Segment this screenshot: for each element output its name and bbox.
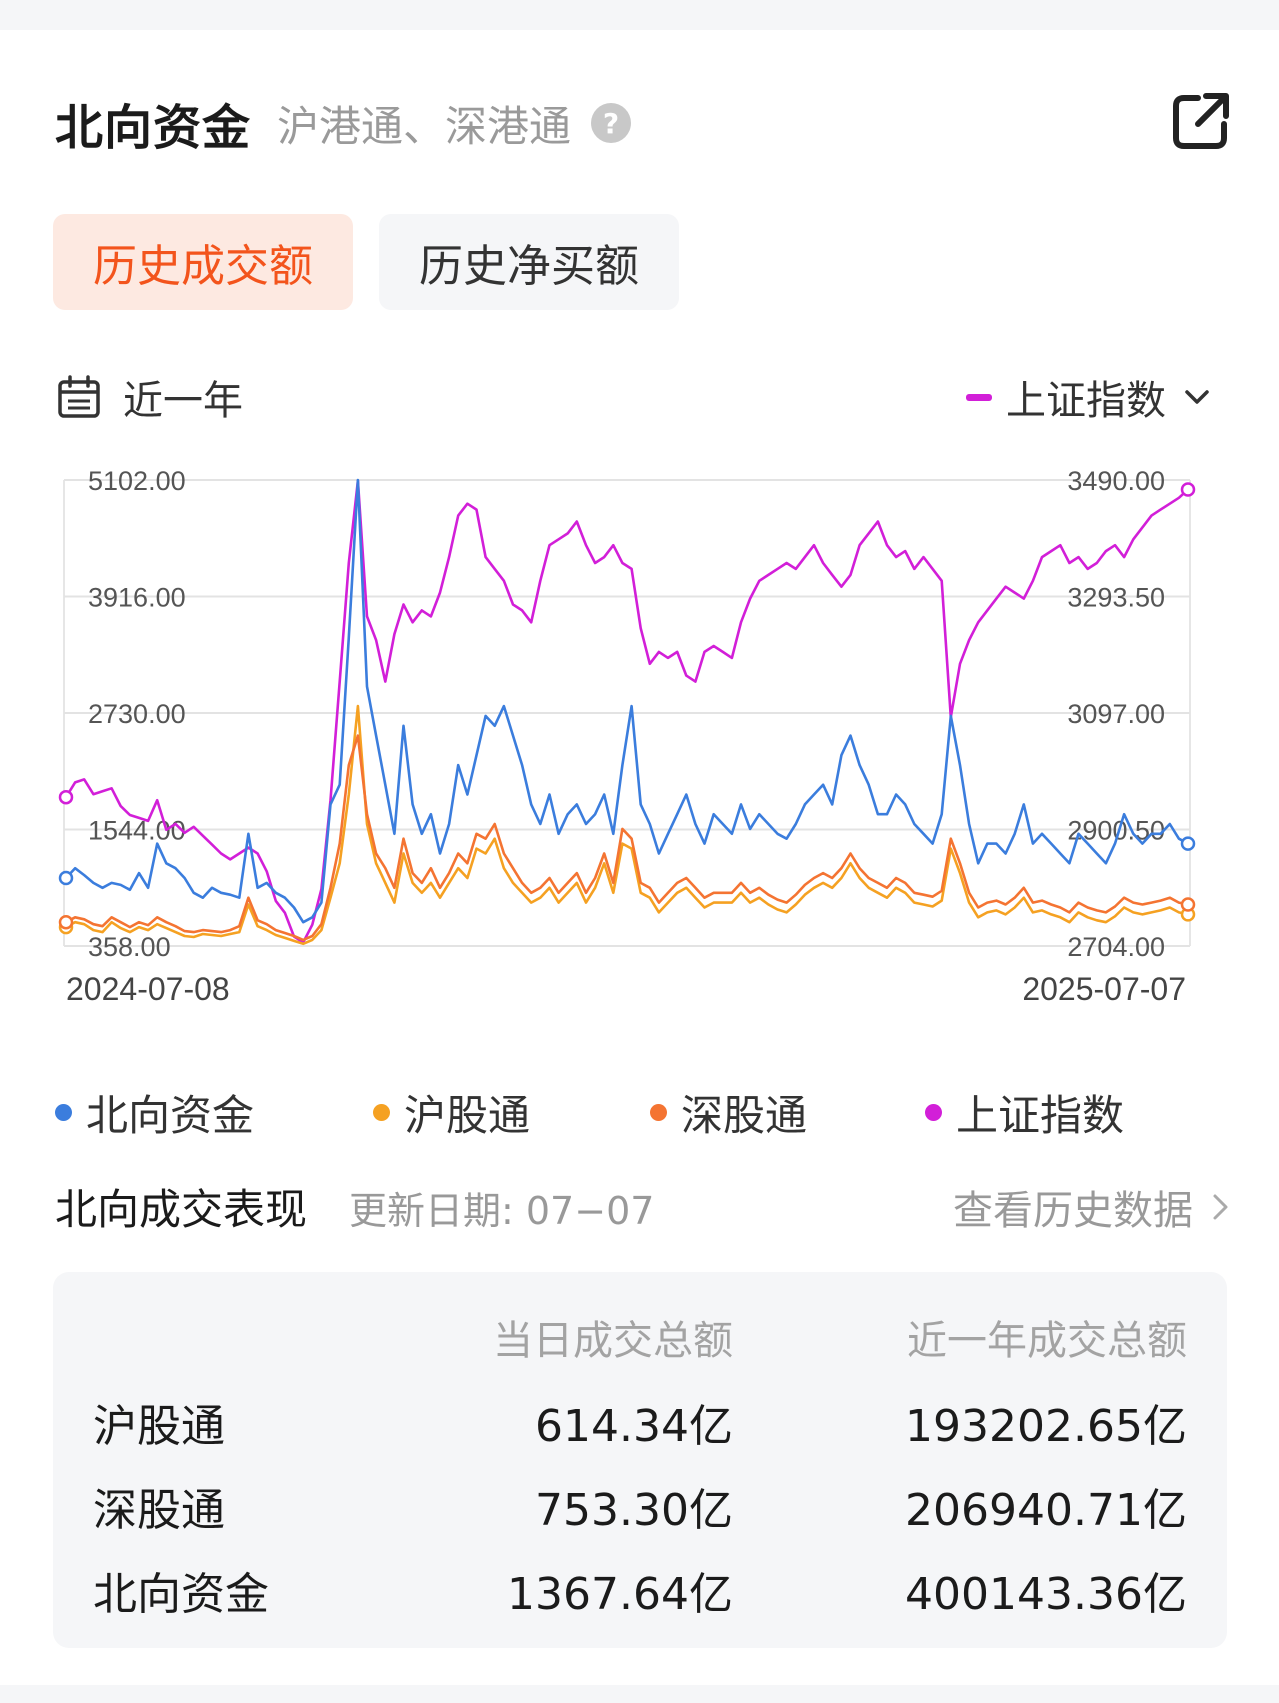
series-line-sse-index (64, 479, 1189, 944)
legend-dot (925, 1104, 942, 1121)
daily-value-sh-connect: 614.34亿 (535, 1401, 733, 1452)
legend-item-sse-index[interactable]: 上证指数 (925, 1082, 1124, 1143)
index-color-dash (966, 393, 992, 401)
legend-label: 上证指数 (956, 1091, 1125, 1140)
legend-label: 深股通 (681, 1091, 808, 1140)
page-title: 北向资金 (55, 100, 252, 156)
update-date: 更新日期: 07−07 (349, 1189, 655, 1233)
series-start-marker-northbound (58, 870, 74, 886)
yearly-value-sh-connect: 193202.65亿 (905, 1401, 1187, 1452)
x-end-label: 2025-07-07 (1022, 971, 1186, 1007)
series-start-marker-sse-index (58, 789, 74, 805)
legend-label: 北向资金 (86, 1091, 255, 1140)
chevron-right-icon (1213, 1194, 1228, 1220)
left-tick-label: 3916.00 (88, 583, 186, 613)
row-label-northbound: 北向资金 (93, 1569, 269, 1620)
chart-legend: 北向资金 沪股通 深股通 上证指数 (55, 1082, 1235, 1142)
left-tick-label: 2730.00 (88, 699, 186, 729)
legend-label: 沪股通 (404, 1091, 531, 1140)
view-history-link[interactable]: 查看历史数据 (953, 1178, 1235, 1236)
turnover-chart: 5102.00 3490.00 3916.00 3293.50 2730.00 3097.… (58, 466, 1196, 1007)
legend-item-sh-connect[interactable]: 沪股通 (373, 1082, 530, 1143)
index-selector[interactable]: 上证指数 (966, 368, 1214, 426)
right-tick-label: 3490.00 (1067, 466, 1165, 496)
range-selector[interactable]: 近一年 (57, 368, 243, 426)
legend-dot (650, 1104, 667, 1121)
right-tick-label: 2704.00 (1067, 932, 1165, 962)
chevron-down-icon (1185, 390, 1209, 404)
performance-title: 北向成交表现 (55, 1185, 308, 1234)
daily-value-northbound: 1367.64亿 (507, 1569, 733, 1620)
header: 北向资金 沪港通、深港通 ? (55, 88, 632, 158)
calendar-icon (58, 375, 100, 418)
left-tick-label: 5102.00 (88, 466, 186, 496)
performance-table: 当日成交总额 近一年成交总额 沪股通 614.34亿 193202.65亿 深股… (53, 1272, 1227, 1648)
legend-dot (55, 1104, 72, 1121)
performance-header: 北向成交表现 更新日期: 07−07 查看历史数据 (55, 1176, 1235, 1236)
series-end-marker-sz-connect (1180, 897, 1196, 912)
left-tick-label: 1544.00 (88, 816, 186, 846)
series-line-northbound (65, 478, 1189, 924)
legend-dot (373, 1104, 390, 1121)
row-label-sh-connect: 沪股通 (93, 1401, 225, 1452)
legend-item-northbound[interactable]: 北向资金 (55, 1082, 254, 1143)
page-subtitle: 沪港通、深港通 (277, 101, 572, 151)
external-link-icon[interactable] (1168, 88, 1234, 154)
index-label: 上证指数 (1006, 378, 1166, 424)
series-start-marker-sz-connect (58, 914, 74, 930)
range-label: 近一年 (123, 378, 243, 424)
view-history-label: 查看历史数据 (953, 1188, 1193, 1234)
right-tick-label: 3097.00 (1067, 699, 1165, 729)
yearly-value-northbound: 400143.36亿 (905, 1569, 1187, 1620)
left-tick-label: 358.00 (88, 932, 171, 962)
daily-value-sz-connect: 753.30亿 (535, 1485, 733, 1536)
row-label-sz-connect: 深股通 (93, 1485, 225, 1536)
question-circle-icon[interactable]: ? (591, 103, 632, 143)
column-header-yearly: 近一年成交总额 (907, 1318, 1187, 1364)
x-start-label: 2024-07-08 (66, 971, 230, 1007)
series-line-sh-connect (65, 704, 1189, 946)
tab-history-turnover[interactable]: 历史成交额 (53, 214, 353, 310)
series-end-marker-northbound (1180, 836, 1196, 851)
right-tick-label: 3293.50 (1067, 583, 1165, 613)
legend-item-sz-connect[interactable]: 深股通 (650, 1082, 807, 1143)
column-header-daily: 当日成交总额 (493, 1318, 733, 1364)
tab-history-net-buy[interactable]: 历史净买额 (379, 214, 679, 310)
series-line-sz-connect (65, 734, 1189, 942)
yearly-value-sz-connect: 206940.71亿 (905, 1485, 1187, 1536)
series-end-marker-sse-index (1180, 482, 1196, 497)
tab-bar: 历史成交额 历史净买额 (53, 214, 679, 310)
